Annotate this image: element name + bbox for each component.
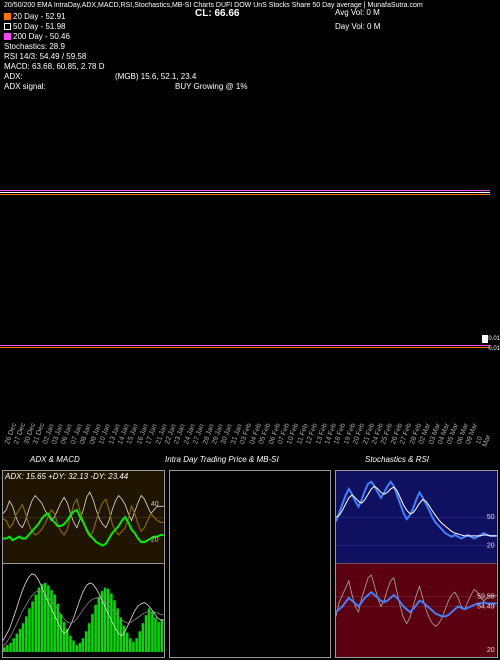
macd-value: MACD: 63.68, 60.85, 2.78 D bbox=[4, 62, 105, 71]
ema20-line-b bbox=[0, 347, 490, 348]
ema50-line bbox=[0, 192, 490, 193]
adx-panel-title: ADX: 15.65 +DY: 32.13 -DY: 23.44 bbox=[5, 472, 128, 481]
candle-label-bot: 0.01 bbox=[488, 346, 500, 352]
section-stoch-rsi: Stochastics & RSI bbox=[365, 455, 429, 464]
price-candle bbox=[482, 335, 488, 343]
adx-macd-chart: 40 20 bbox=[3, 471, 164, 657]
ema20-line bbox=[0, 194, 490, 195]
square-icon bbox=[4, 33, 11, 40]
square-icon bbox=[4, 13, 11, 20]
stoch-rsi-panel: 50 20 59.58 54.49 20 bbox=[335, 470, 498, 658]
ema20-legend: 20 Day - 52.91 bbox=[4, 12, 65, 21]
square-icon bbox=[4, 23, 11, 30]
rsi-value: RSI 14/3: 54.49 / 59.58 bbox=[4, 52, 86, 61]
adx-macd-panel: ADX: 15.65 +DY: 32.13 -DY: 23.44 40 20 bbox=[2, 470, 165, 658]
svg-text:20: 20 bbox=[487, 542, 495, 549]
ema200-line bbox=[0, 190, 490, 191]
avg-vol: Avg Vol: 0 M bbox=[335, 8, 380, 17]
date-tick: 10 Mar bbox=[475, 429, 493, 448]
day-vol: Day Vol: 0 M bbox=[335, 22, 380, 31]
section-intraday: Intra Day Trading Price & MB-SI bbox=[165, 455, 279, 464]
buy-signal: BUY Growing @ 1% bbox=[175, 82, 247, 91]
bottom-panels: ADX: 15.65 +DY: 32.13 -DY: 23.44 40 20 50… bbox=[2, 470, 498, 658]
adx-signal-label: ADX signal: bbox=[4, 82, 46, 91]
section-titles: ADX & MACD Intra Day Trading Price & MB-… bbox=[0, 455, 500, 469]
svg-text:54.49: 54.49 bbox=[477, 604, 495, 611]
ema200-line-b bbox=[0, 345, 490, 346]
stochastics-value: Stochastics: 28.9 bbox=[4, 42, 65, 51]
adx-label: ADX: bbox=[4, 72, 23, 81]
svg-text:50: 50 bbox=[487, 514, 495, 521]
ema200-legend: 200 Day - 50.46 bbox=[4, 32, 70, 41]
chart-header: 20/50/200 EMA IntraDay,ADX,MACD,RSI,Stoc… bbox=[0, 0, 500, 90]
ema50-legend: 50 Day - 51.98 bbox=[4, 22, 65, 31]
date-axis: 26 Dec27 Dec30 Dec31 Dec02 Jan03 Jan06 J… bbox=[0, 415, 490, 455]
svg-text:59.58: 59.58 bbox=[477, 594, 495, 601]
svg-text:20: 20 bbox=[487, 647, 495, 654]
mgb-value: (MGB) 15.6, 52.1, 23.4 bbox=[115, 72, 196, 81]
svg-text:20: 20 bbox=[151, 536, 159, 543]
stoch-rsi-chart: 50 20 59.58 54.49 20 bbox=[336, 471, 497, 657]
svg-text:40: 40 bbox=[151, 501, 159, 508]
candle-label-top: 0.01 bbox=[488, 336, 500, 342]
close-price: CL: 66.66 bbox=[195, 8, 239, 19]
section-adx-macd: ADX & MACD bbox=[30, 455, 80, 464]
intraday-panel bbox=[169, 470, 332, 658]
